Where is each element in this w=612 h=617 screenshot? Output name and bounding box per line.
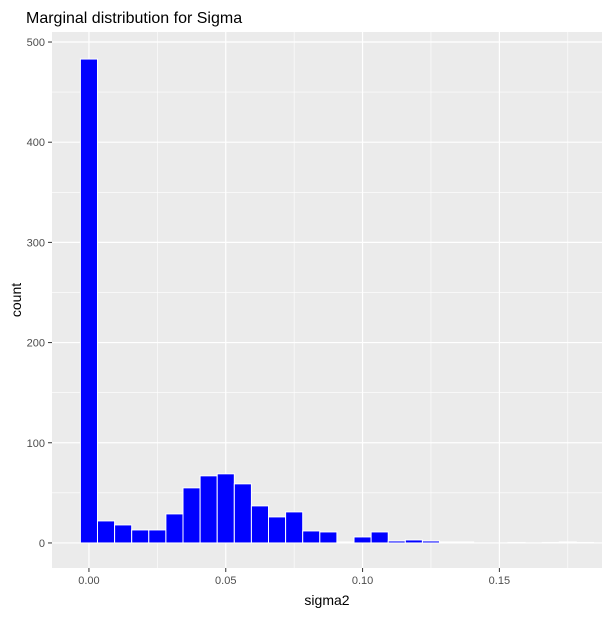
histogram-bar [131, 529, 150, 544]
histogram-bar [148, 529, 167, 544]
histogram-bar [387, 540, 406, 544]
histogram-bar [182, 487, 201, 544]
y-tick-label: 400 [27, 137, 45, 149]
x-tick-label: 0.00 [78, 575, 99, 587]
histogram-bar [370, 531, 389, 544]
histogram-bar [353, 536, 372, 544]
x-tick-label: 0.10 [352, 575, 373, 587]
histogram-bar [336, 541, 355, 544]
histogram-bar [285, 511, 304, 544]
histogram-bar [421, 540, 441, 544]
histogram-bar [165, 513, 184, 544]
histogram-bar [233, 483, 252, 544]
histogram-bar [558, 541, 577, 544]
y-tick-label: 0 [39, 538, 45, 550]
histogram-bar [250, 505, 270, 544]
y-tick-label: 100 [27, 438, 45, 450]
histogram-bar [456, 541, 475, 544]
histogram-bar [319, 531, 338, 544]
grid-layer [52, 32, 602, 568]
y-axis-title: count [8, 283, 24, 317]
histogram-bar [114, 524, 133, 544]
histogram-bar [507, 541, 526, 544]
histogram-bar [575, 541, 594, 544]
histogram-bar [79, 58, 98, 544]
histogram-bar [216, 473, 235, 544]
axis-layer: 0 100 200 300 400 500 0.00 0.05 0.10 0.15 [27, 37, 510, 587]
histogram-bar [199, 475, 218, 544]
bars-layer [79, 58, 594, 544]
histogram-bar [96, 520, 116, 544]
histogram-bar [404, 539, 423, 544]
histogram-bar [302, 530, 321, 544]
y-tick-label: 200 [27, 338, 45, 350]
chart-title: Marginal distribution for Sigma [26, 10, 242, 27]
x-tick-label: 0.05 [215, 575, 236, 587]
x-axis-title: sigma2 [304, 592, 349, 608]
histogram-bar [439, 541, 458, 544]
x-tick-label: 0.15 [489, 575, 510, 587]
histogram-bar [541, 541, 560, 544]
y-tick-label: 500 [27, 37, 45, 49]
y-tick-label: 300 [27, 237, 45, 249]
histogram-bar [268, 516, 287, 544]
plot-panel [52, 32, 602, 568]
